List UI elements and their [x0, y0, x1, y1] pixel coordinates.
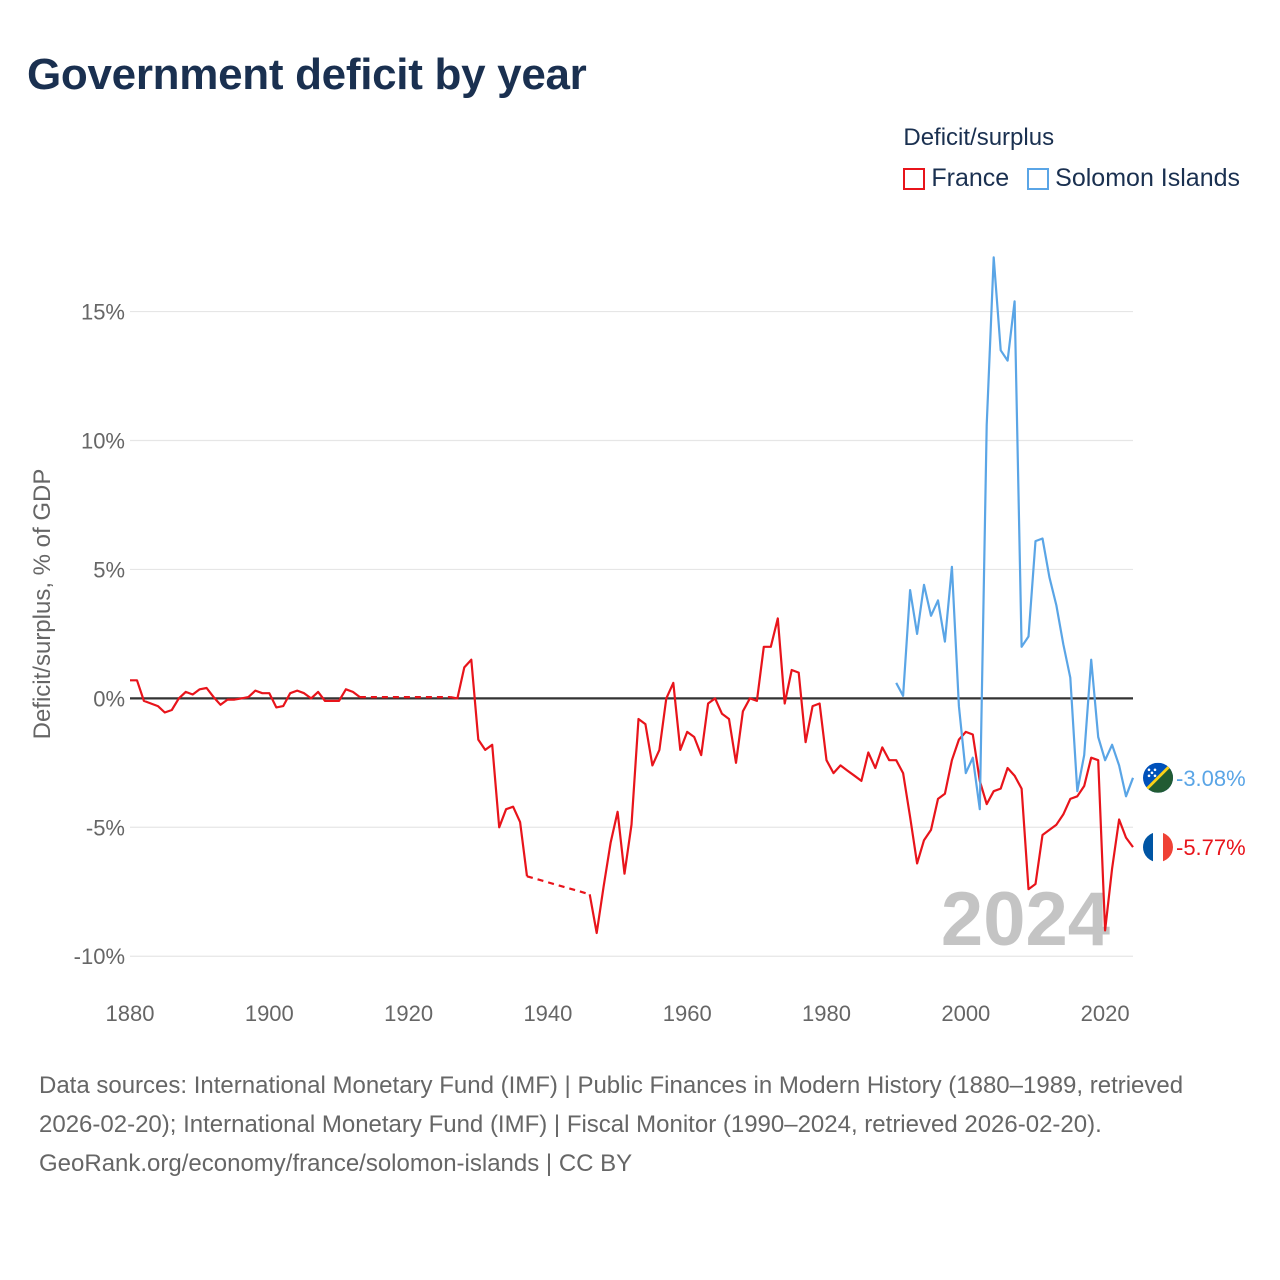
y-tick-label: -10% [74, 944, 125, 969]
legend-swatch-solomon-islands [1027, 167, 1050, 190]
y-tick-label: 15% [81, 300, 125, 325]
x-tick-label: 1940 [523, 1001, 572, 1026]
year-watermark: 2024 [941, 877, 1110, 962]
credit-link[interactable]: GeoRank.org/economy/france/solomon-islan… [39, 1150, 633, 1177]
end-markers: -3.08% -5.77% [1143, 762, 1246, 863]
legend-label-france: France [931, 164, 1010, 192]
x-tick-label: 2000 [941, 1001, 990, 1026]
end-label-france: -5.77% [1176, 835, 1246, 860]
y-axis: -10% -5% 0% 5% 10% 15% [74, 300, 125, 970]
y-axis-label: Deficit/surplus, % of GDP [29, 469, 56, 740]
legend: Deficit/surplus France Solomon Islands [903, 124, 1240, 193]
series-lines [130, 256, 1135, 935]
x-tick-label: 1960 [663, 1001, 712, 1026]
y-tick-label: 5% [93, 557, 125, 582]
y-tick-label: 10% [81, 429, 125, 454]
legend-item-solomon-islands[interactable]: Solomon Islands [1027, 164, 1240, 193]
y-tick-label: -5% [86, 815, 125, 840]
france-flag-icon [1143, 832, 1173, 863]
series-line-solomon-islands [895, 256, 1135, 811]
x-tick-label: 2020 [1081, 1001, 1130, 1026]
legend-label-solomon-islands: Solomon Islands [1055, 164, 1240, 192]
series-line-france [450, 658, 529, 877]
chart-title: Government deficit by year [27, 50, 587, 99]
series-line-france [588, 617, 1134, 935]
footer: Data sources: International Monetary Fun… [39, 1066, 1239, 1183]
chart-area: -10% -5% 0% 5% 10% 15% 1880 1900 1920 1940 1960 19… [29, 256, 1246, 1026]
end-label-solomon-islands: -3.08% [1176, 766, 1246, 791]
series-line-france-interpolated [526, 875, 591, 896]
solomon-islands-flag-icon [1143, 762, 1173, 793]
x-tick-label: 1900 [245, 1001, 294, 1026]
x-tick-label: 1920 [384, 1001, 433, 1026]
legend-item-france[interactable]: France [903, 164, 1009, 193]
series-line-france [130, 679, 361, 714]
x-axis: 1880 1900 1920 1940 1960 1980 2000 2020 [106, 1001, 1130, 1026]
data-sources: Data sources: International Monetary Fun… [39, 1072, 1184, 1138]
x-tick-label: 1980 [802, 1001, 851, 1026]
grid [130, 310, 1133, 957]
x-tick-label: 1880 [106, 1001, 155, 1026]
y-tick-label: 0% [93, 686, 125, 711]
legend-title: Deficit/surplus [903, 124, 1055, 151]
legend-swatch-france [903, 167, 926, 190]
